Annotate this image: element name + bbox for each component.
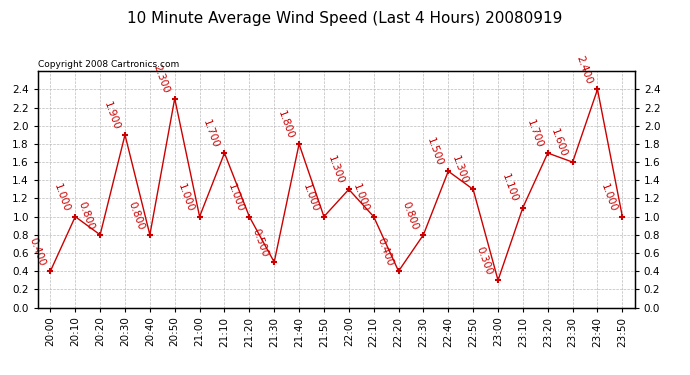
Text: 2.300: 2.300: [152, 64, 171, 95]
Text: 0.800: 0.800: [77, 200, 97, 231]
Text: 1.900: 1.900: [101, 100, 121, 131]
Text: 1.000: 1.000: [599, 182, 619, 213]
Text: 0.400: 0.400: [27, 236, 47, 267]
Text: 10 Minute Average Wind Speed (Last 4 Hours) 20080919: 10 Minute Average Wind Speed (Last 4 Hou…: [128, 11, 562, 26]
Text: 1.500: 1.500: [425, 136, 444, 168]
Text: 0.800: 0.800: [400, 200, 420, 231]
Text: 2.400: 2.400: [574, 54, 594, 86]
Text: 1.100: 1.100: [500, 172, 519, 204]
Text: 1.700: 1.700: [524, 118, 544, 149]
Text: 1.000: 1.000: [177, 182, 196, 213]
Text: 1.000: 1.000: [52, 182, 72, 213]
Text: 0.400: 0.400: [375, 236, 395, 267]
Text: 1.000: 1.000: [226, 182, 246, 213]
Text: 1.300: 1.300: [326, 154, 345, 186]
Text: 0.500: 0.500: [251, 227, 270, 258]
Text: Copyright 2008 Cartronics.com: Copyright 2008 Cartronics.com: [38, 60, 179, 69]
Text: 1.000: 1.000: [351, 182, 370, 213]
Text: 0.300: 0.300: [475, 246, 494, 277]
Text: 1.600: 1.600: [549, 127, 569, 159]
Text: 1.300: 1.300: [450, 154, 469, 186]
Text: 1.800: 1.800: [276, 109, 295, 140]
Text: 1.000: 1.000: [301, 182, 320, 213]
Text: 0.800: 0.800: [127, 200, 146, 231]
Text: 1.700: 1.700: [201, 118, 221, 149]
